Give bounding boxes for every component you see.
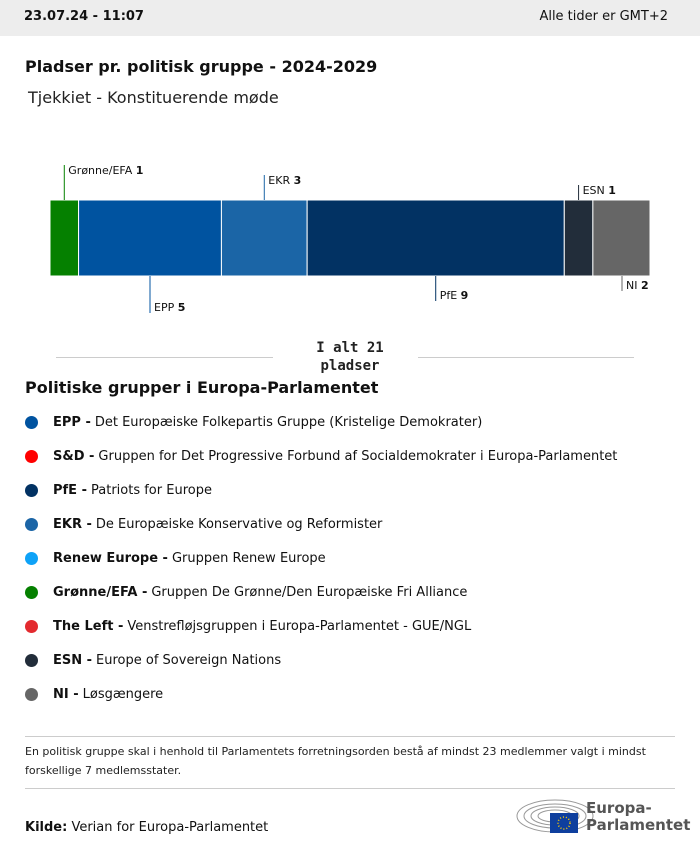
legend-dot (25, 687, 38, 701)
logo-text: Europa- Parlamentet (586, 800, 690, 834)
legend-item: NI - Løsgængere (25, 677, 617, 711)
legend-name: De Europæiske Konservative og Reformiste… (95, 516, 383, 532)
total-seats-label: I alt 21 pladser (300, 339, 400, 375)
legend-dot (25, 585, 38, 599)
legend-item: EKR - De Europæiske Konservative og Refor… (25, 507, 617, 541)
legend-name: Gruppen for Det Progressive Forbund af S… (98, 448, 618, 464)
segment-label-PfE: PfE 9 (440, 289, 469, 302)
divider-left (56, 357, 273, 358)
source-text: Verian for Europa-Parlamentet (71, 820, 269, 835)
legend-dot (25, 653, 38, 667)
bar-segment-EPP (78, 199, 222, 277)
segment-label-NI: NI 2 (626, 279, 649, 292)
top-bar: 23.07.24 - 11:07 Alle tider er GMT+2 (0, 0, 700, 36)
footnote: En politisk gruppe skal i henhold til Pa… (25, 745, 646, 777)
logo-line-2: Parlamentet (586, 816, 691, 834)
total-line-2: pladser (320, 358, 380, 374)
bar-segment-NI (592, 199, 651, 277)
legend-item: Renew Europe - Gruppen Renew Europe (25, 541, 617, 575)
legend-abbr: The Left - (53, 618, 124, 634)
legend-abbr: Grønne/EFA - (53, 584, 148, 600)
legend-dot (25, 483, 38, 497)
legend-item: EPP - Det Europæiske Folkepartis Gruppe (… (25, 405, 617, 439)
segment-label-EPP: EPP 5 (154, 301, 185, 314)
timezone-note: Alle tider er GMT+2 (539, 9, 668, 24)
bar-segment-PfE (306, 199, 565, 277)
logo-line-1: Europa- (586, 799, 652, 817)
legend-abbr: S&D - (53, 448, 95, 464)
legend-dot (25, 551, 38, 565)
legend-abbr: EKR - (53, 516, 92, 532)
legend-abbr: EPP - (53, 414, 91, 430)
chart-title: Pladser pr. politisk gruppe - 2024-2029 (25, 57, 378, 76)
legend-item: The Left - Venstrefløjsgruppen i Europa-P… (25, 609, 617, 643)
european-parliament-logo (516, 799, 594, 833)
legend-name: Løsgængere (82, 686, 164, 702)
legend-dot (25, 449, 38, 463)
legend-name: Europe of Sovereign Nations (96, 652, 282, 668)
datetime: 23.07.24 - 11:07 (24, 9, 144, 24)
bar-segment-EKR (220, 199, 308, 277)
chart-subtitle: Tjekkiet - Konstituerende møde (28, 88, 279, 107)
legend-dot (25, 619, 38, 633)
legend-item: S&D - Gruppen for Det Progressive Forbund… (25, 439, 617, 473)
legend-abbr: ESN - (53, 652, 93, 668)
divider-note-bottom (25, 788, 675, 789)
legend-dot (25, 415, 38, 429)
legend-name: Gruppen De Grønne/Den Europæiske Fri All… (151, 584, 468, 600)
legend-name: Gruppen Renew Europe (171, 550, 326, 566)
legend-abbr: PfE - (53, 482, 87, 498)
legend-item: Grønne/EFA - Gruppen De Grønne/Den Europæ… (25, 575, 617, 609)
legend-name: Venstrefløjsgruppen i Europa-Parlamentet… (127, 618, 472, 634)
source: Kilde: Verian for Europa-Parlamentet (25, 820, 268, 835)
segment-label-Grønne/EFA: Grønne/EFA 1 (68, 164, 143, 177)
divider-right (418, 357, 634, 358)
segment-label-ESN: ESN 1 (583, 184, 616, 197)
legend-name: Patriots for Europe (91, 482, 212, 498)
legend-item: ESN - Europe of Sovereign Nations (25, 643, 617, 677)
legend-title: Politiske grupper i Europa-Parlamentet (25, 378, 379, 397)
divider-note-top (25, 736, 675, 737)
legend-dot (25, 517, 38, 531)
legend-item: PfE - Patriots for Europe (25, 473, 617, 507)
legend-name: Det Europæiske Folkepartis Gruppe (Krist… (94, 414, 483, 430)
bar-segment-ESN (563, 199, 594, 277)
seat-bar-chart: Grønne/EFA 1 EPP 5 EKR 3 PfE 9 ESN 1 NI 2 (49, 164, 651, 314)
source-label: Kilde: (25, 820, 68, 835)
segment-label-EKR: EKR 3 (268, 174, 301, 187)
legend: EPP - Det Europæiske Folkepartis Gruppe (… (25, 405, 617, 711)
bar-segment-Grønne/EFA (49, 199, 80, 277)
legend-abbr: NI - (53, 686, 79, 702)
legend-abbr: Renew Europe - (53, 550, 168, 566)
total-line-1: I alt 21 (316, 340, 384, 356)
